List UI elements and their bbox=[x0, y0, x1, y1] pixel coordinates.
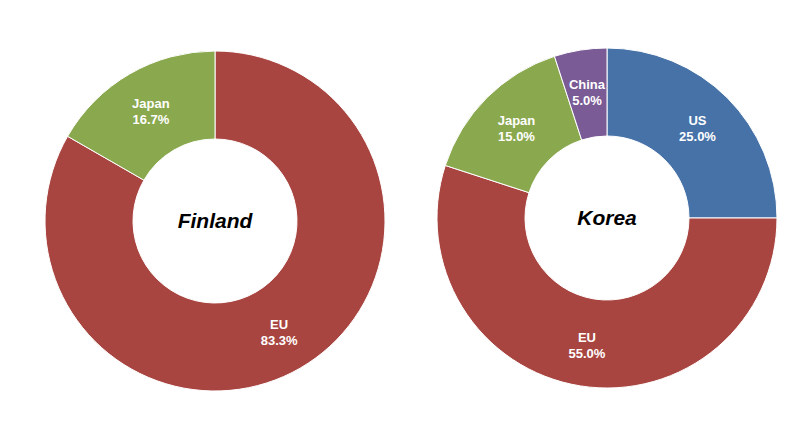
value-label: 25.0% bbox=[679, 129, 716, 144]
slice bbox=[554, 48, 607, 140]
slice bbox=[45, 51, 385, 391]
category-label: Japan bbox=[498, 113, 536, 128]
data-label: US25.0% bbox=[679, 113, 716, 144]
data-label: EU55.0% bbox=[569, 330, 606, 361]
category-label: EU bbox=[270, 317, 288, 332]
chart-title: Korea bbox=[577, 206, 637, 229]
category-label: China bbox=[569, 77, 606, 92]
slice bbox=[68, 51, 215, 180]
value-label: 55.0% bbox=[569, 346, 606, 361]
slices bbox=[45, 51, 385, 391]
slices bbox=[437, 48, 777, 388]
category-label: US bbox=[688, 113, 706, 128]
donut-chart: US25.0% EU55.0% Japan15.0% China5.0% Korea bbox=[437, 48, 777, 388]
data-label: EU83.3% bbox=[261, 317, 298, 348]
data-label: China5.0% bbox=[569, 77, 606, 108]
chart-canvas: EU83.3%Japan16.7%FinlandUS25.0%EU55.0%Ja… bbox=[0, 0, 807, 422]
data-labels: US25.0% EU55.0% Japan15.0% China5.0% bbox=[498, 77, 717, 361]
value-label: 15.0% bbox=[498, 129, 535, 144]
slice bbox=[607, 48, 777, 218]
value-label: 16.7% bbox=[132, 112, 169, 127]
data-labels: EU83.3% Japan16.7% bbox=[132, 96, 298, 349]
slice bbox=[437, 165, 777, 388]
data-label: Japan16.7% bbox=[132, 96, 170, 127]
donut-chart: EU83.3% Japan16.7% Finland bbox=[45, 51, 385, 391]
category-label: EU bbox=[578, 330, 596, 345]
category-label: Japan bbox=[132, 96, 170, 111]
value-label: 5.0% bbox=[572, 93, 602, 108]
value-label: 83.3% bbox=[261, 333, 298, 348]
chart-title: Finland bbox=[178, 209, 254, 232]
data-label: Japan15.0% bbox=[498, 113, 536, 144]
